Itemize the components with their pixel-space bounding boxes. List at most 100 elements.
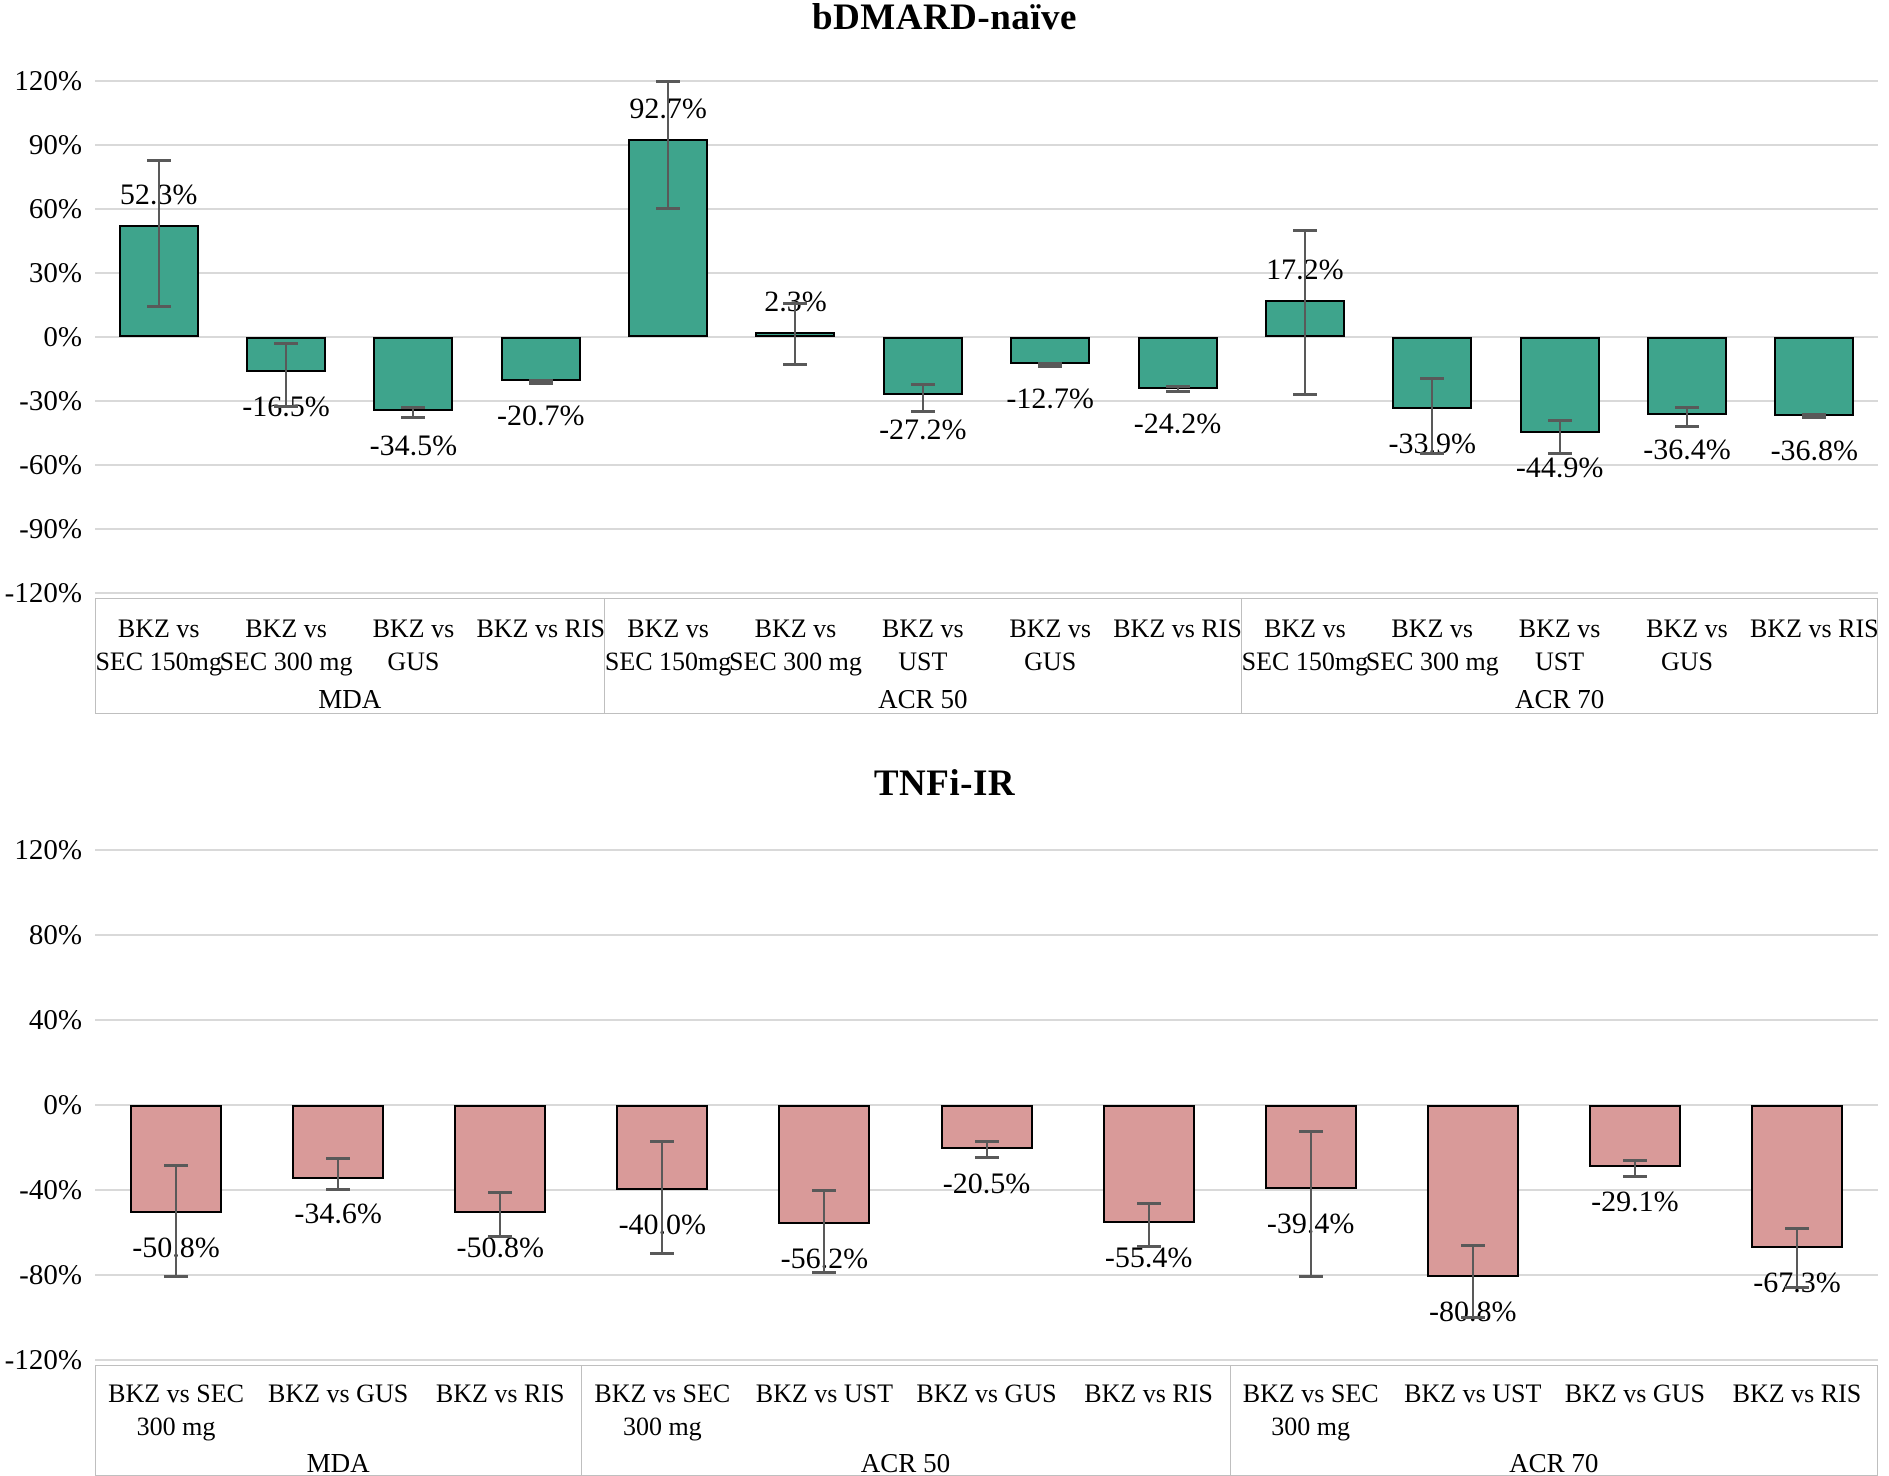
value-label: -20.7% <box>497 399 585 433</box>
category-label: BKZ vs GUS <box>916 1379 1057 1408</box>
gridline <box>95 934 1878 936</box>
error-bar <box>823 1190 826 1273</box>
error-bar-cap-bottom <box>1292 392 1317 396</box>
gridline <box>95 400 1878 402</box>
error-bar <box>1685 407 1688 427</box>
y-tick-label: 90% <box>28 129 82 161</box>
category-label: BKZ vs GUS <box>268 1379 409 1408</box>
error-bar-cap-top <box>274 342 299 346</box>
category-label: BKZ vs SEC 300 mg <box>1242 1379 1379 1441</box>
gridline <box>95 1019 1878 1021</box>
y-tick-label: -120% <box>4 1344 82 1376</box>
value-label: -34.6% <box>294 1196 382 1230</box>
gridline <box>95 208 1878 210</box>
error-bar <box>175 1164 178 1278</box>
group-label: ACR 70 <box>1509 1448 1599 1476</box>
error-bar-cap-top <box>326 1157 351 1161</box>
gridline <box>95 464 1878 466</box>
bar <box>1750 1105 1843 1248</box>
gridline <box>95 592 1878 594</box>
bar <box>1137 337 1218 389</box>
group-divider <box>1229 1365 1231 1476</box>
y-tick-label: -60% <box>19 449 82 481</box>
error-bar <box>539 379 542 384</box>
error-bar <box>499 1192 502 1237</box>
error-bar-cap-bottom <box>812 1270 837 1274</box>
error-bar-cap-bottom <box>146 305 171 309</box>
error-bar <box>157 159 160 308</box>
error-bar-cap-top <box>1298 1129 1323 1133</box>
chart-title-bdmard-naive: bDMARD-naïve <box>812 0 1077 38</box>
category-label: BKZ vs GUS <box>1564 1379 1705 1408</box>
value-label: -12.7% <box>1006 382 1094 416</box>
y-tick-label: 30% <box>28 257 82 289</box>
category-label: BKZ vs SEC 150mg <box>95 614 222 676</box>
error-bar-cap-top <box>783 301 808 305</box>
value-label: -36.4% <box>1643 432 1731 466</box>
bar <box>1010 337 1091 365</box>
group-label: ACR 70 <box>1514 684 1605 714</box>
group-label: MDA <box>318 684 382 714</box>
category-label: BKZ vs GUS <box>1009 614 1091 676</box>
category-label: BKZ vs UST <box>882 614 964 676</box>
category-label: BKZ vs RIS <box>476 614 606 643</box>
y-tick-label: 120% <box>14 65 82 97</box>
error-bar <box>1471 1245 1474 1318</box>
category-label: BKZ vs SEC 300 mg <box>219 614 353 676</box>
group-divider <box>604 598 606 714</box>
error-bar-cap-bottom <box>164 1275 189 1279</box>
error-bar-cap-top <box>1165 385 1190 389</box>
error-bar <box>412 407 415 419</box>
error-bar-cap-bottom <box>488 1234 513 1238</box>
value-label: -36.8% <box>1770 433 1859 467</box>
error-bar <box>1558 420 1561 455</box>
error-bar-cap-bottom <box>1460 1315 1485 1319</box>
gridline <box>95 272 1878 274</box>
gridline <box>95 528 1878 530</box>
error-bar-cap-bottom <box>1622 1175 1647 1179</box>
y-tick-label: 0% <box>43 321 82 353</box>
category-label: BKZ vs SEC 300 mg <box>1365 614 1499 676</box>
error-bar-cap-top <box>910 382 935 386</box>
bar <box>373 337 454 411</box>
error-bar-cap-top <box>1547 419 1572 423</box>
error-bar-cap-top <box>1460 1244 1485 1248</box>
error-bar-cap-top <box>650 1140 675 1144</box>
error-bar <box>1049 362 1052 367</box>
error-bar-cap-top <box>1622 1159 1647 1163</box>
error-bar <box>1813 413 1816 419</box>
error-bar-cap-top <box>1674 406 1699 410</box>
error-bar-cap-top <box>656 80 681 83</box>
group-divider <box>581 1365 583 1476</box>
error-bar-cap-bottom <box>274 405 299 409</box>
value-label: -24.2% <box>1133 406 1222 440</box>
error-bar <box>1309 1130 1312 1278</box>
category-label: BKZ vs RIS <box>1084 1379 1213 1408</box>
bar <box>1774 337 1855 416</box>
category-label: BKZ vs UST <box>755 1379 894 1408</box>
category-label: BKZ vs GUS <box>1646 614 1728 676</box>
gridline <box>95 849 1878 851</box>
y-tick-label: -90% <box>19 513 82 545</box>
error-bar-cap-bottom <box>528 381 553 385</box>
error-bar-cap-top <box>528 378 553 382</box>
error-bar-cap-top <box>1292 229 1317 233</box>
error-bar-cap-bottom <box>1165 390 1190 394</box>
error-bar-cap-top <box>1802 412 1827 416</box>
error-bar-cap-top <box>401 406 426 410</box>
bar <box>940 1105 1033 1149</box>
category-label: BKZ vs SEC 150mg <box>604 614 732 676</box>
error-bar <box>661 1141 664 1254</box>
error-bar <box>794 302 797 365</box>
chart-title-tnfi-ir: TNFi-IR <box>873 763 1016 804</box>
y-tick-label: -30% <box>19 385 82 417</box>
group-label: MDA <box>306 1448 370 1476</box>
value-label: -44.9% <box>1515 450 1604 484</box>
axis-label-box <box>95 598 1878 714</box>
gridline <box>95 1274 1878 1276</box>
error-bar <box>667 81 670 209</box>
error-bar-cap-top <box>1420 376 1445 380</box>
error-bar-cap-bottom <box>1802 416 1827 420</box>
category-label: BKZ vs RIS <box>435 1379 565 1408</box>
